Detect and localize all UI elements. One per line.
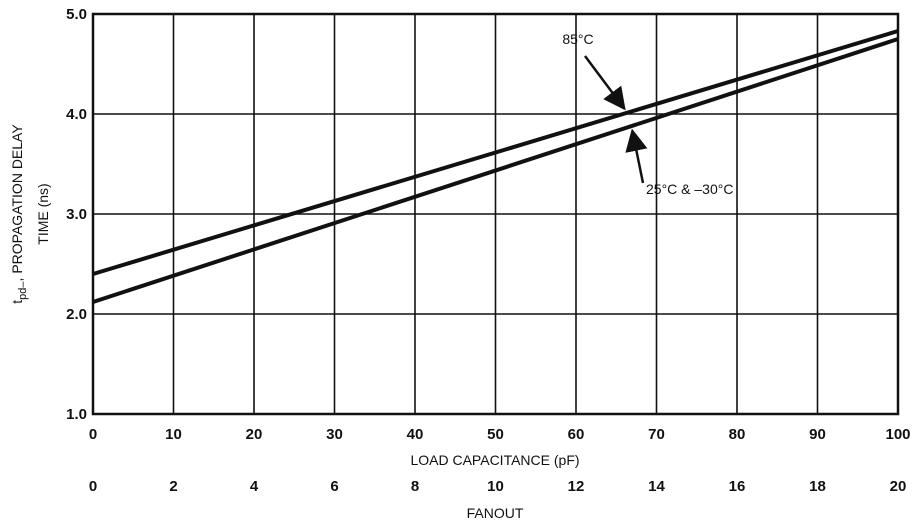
y-tick-label: 2.0 <box>66 306 87 323</box>
y-axis-label: tpd–, PROPAGATION DELAY <box>9 124 29 304</box>
fanout-tick-label: 2 <box>169 478 177 495</box>
plot-frame <box>91 12 900 416</box>
annotation-label: 85°C <box>562 31 593 47</box>
fanout-tick-label: 4 <box>250 478 259 495</box>
y-axis-label-t: t <box>9 300 25 304</box>
y-axis-label-rest: , PROPAGATION DELAY <box>9 124 25 282</box>
fanout-tick-label: 14 <box>648 478 665 495</box>
x-tick-label: 40 <box>407 426 424 443</box>
annotation-arrow <box>583 55 626 111</box>
x-tick-label: 20 <box>246 426 263 443</box>
x-tick-label: 30 <box>326 426 343 443</box>
series-line <box>92 29 899 276</box>
fanout-axis-label: FANOUT <box>467 505 524 521</box>
y-tick-label: 4.0 <box>66 106 87 123</box>
y-tick-label: 3.0 <box>66 206 87 223</box>
fanout-tick-label: 16 <box>729 478 746 495</box>
fanout-tick-label: 12 <box>568 478 585 495</box>
y-tick-labels: 1.0 2.0 3.0 4.0 5.0 <box>66 6 87 423</box>
x-tick-label: 80 <box>729 426 746 443</box>
x-tick-labels: 0 10 20 30 40 50 60 70 80 90 100 <box>89 426 911 443</box>
x-tick-label: 60 <box>568 426 585 443</box>
x-tick-label: 0 <box>89 426 97 443</box>
grid <box>92 13 899 415</box>
fanout-tick-label: 20 <box>890 478 907 495</box>
fanout-tick-label: 0 <box>89 478 97 495</box>
series-lines <box>92 29 899 304</box>
y-axis-label-subscript: pd– <box>17 281 29 300</box>
x-tick-label: 90 <box>809 426 826 443</box>
fanout-tick-label: 18 <box>809 478 826 495</box>
x-tick-label: 100 <box>885 426 910 443</box>
fanout-tick-label: 10 <box>487 478 504 495</box>
series-line <box>92 37 899 304</box>
y-axis-label-line2: TIME (ns) <box>35 183 51 244</box>
fanout-tick-label: 6 <box>330 478 338 495</box>
x-tick-label: 10 <box>165 426 182 443</box>
annotations: 85°C 25°C & –30°C <box>562 31 733 197</box>
y-tick-label: 1.0 <box>66 406 87 423</box>
annotation-arrow <box>625 128 648 184</box>
annotation-label: 25°C & –30°C <box>646 181 733 197</box>
x-tick-label: 50 <box>487 426 504 443</box>
fanout-tick-labels: 0 2 4 6 8 10 12 14 16 18 20 <box>89 478 907 495</box>
y-tick-label: 5.0 <box>66 6 87 23</box>
x-tick-label: 70 <box>648 426 665 443</box>
fanout-tick-label: 8 <box>411 478 419 495</box>
x-axis-label: LOAD CAPACITANCE (pF) <box>410 452 579 468</box>
